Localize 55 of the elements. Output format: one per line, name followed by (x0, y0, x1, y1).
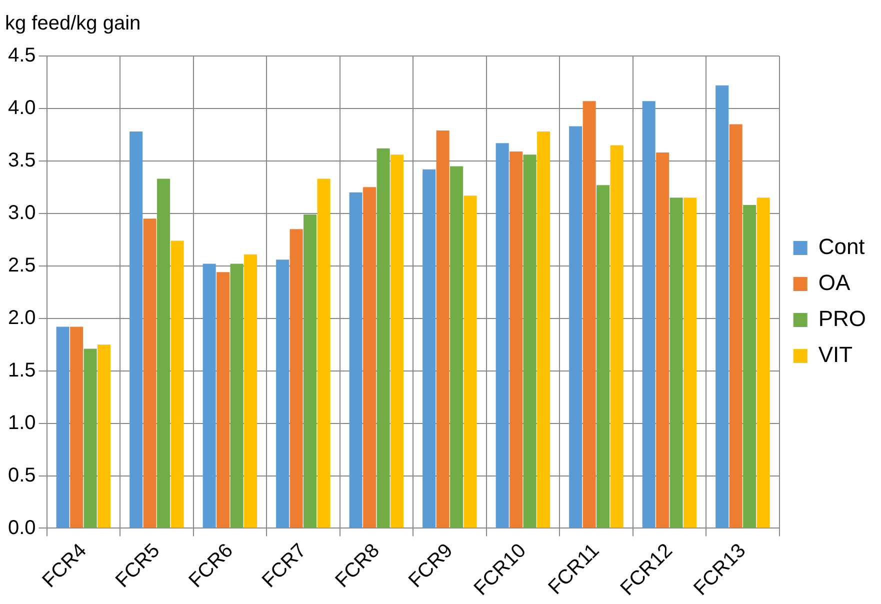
legend-label: OA (818, 270, 850, 296)
bar (304, 214, 317, 528)
bar (656, 152, 670, 528)
bar (684, 198, 697, 528)
bar (376, 148, 390, 528)
bar (317, 178, 330, 528)
bar (349, 192, 362, 528)
bar (56, 326, 70, 528)
bar (143, 218, 156, 528)
bar (422, 169, 436, 528)
bar (98, 344, 111, 528)
y-tick-label: 4.0 (8, 96, 36, 119)
bar (130, 132, 143, 528)
y-axis-title: kg feed/kg gain (5, 12, 141, 35)
bar (290, 229, 303, 528)
legend-label: PRO (818, 306, 866, 332)
bar (510, 151, 523, 528)
legend-label: VIT (818, 342, 853, 368)
y-tick-label: 2.0 (8, 306, 36, 329)
bar (202, 264, 216, 528)
bar (537, 132, 550, 528)
bar (569, 126, 582, 528)
y-tick-label: 0.5 (8, 464, 36, 486)
y-tick-label: 1.5 (8, 359, 36, 382)
bar (216, 272, 230, 528)
bar (230, 264, 244, 528)
bar (244, 254, 258, 528)
y-tick-label: 0.0 (8, 516, 36, 539)
bar (523, 154, 536, 528)
bar (756, 198, 770, 528)
legend-label: Cont (818, 234, 865, 260)
bar (170, 240, 184, 528)
y-tick-label: 3.5 (8, 149, 36, 172)
bar (436, 130, 450, 528)
bar (70, 326, 84, 528)
bar (743, 205, 756, 528)
bar (496, 143, 509, 528)
y-tick-label: 2.5 (8, 254, 36, 276)
bar (596, 185, 610, 528)
bar (450, 166, 464, 528)
y-tick-label: 4.5 (8, 44, 36, 67)
bar (464, 196, 477, 528)
bar (642, 101, 656, 528)
bar (729, 124, 742, 528)
bar (610, 145, 624, 528)
bar (582, 101, 596, 528)
bar (363, 187, 376, 528)
y-tick-label: 1.0 (8, 412, 36, 434)
bar (390, 154, 404, 528)
bar (157, 178, 170, 528)
bar (716, 85, 729, 528)
bar (276, 260, 290, 528)
bar (84, 348, 97, 528)
y-tick-label: 3.0 (8, 202, 36, 224)
bar (670, 198, 683, 528)
